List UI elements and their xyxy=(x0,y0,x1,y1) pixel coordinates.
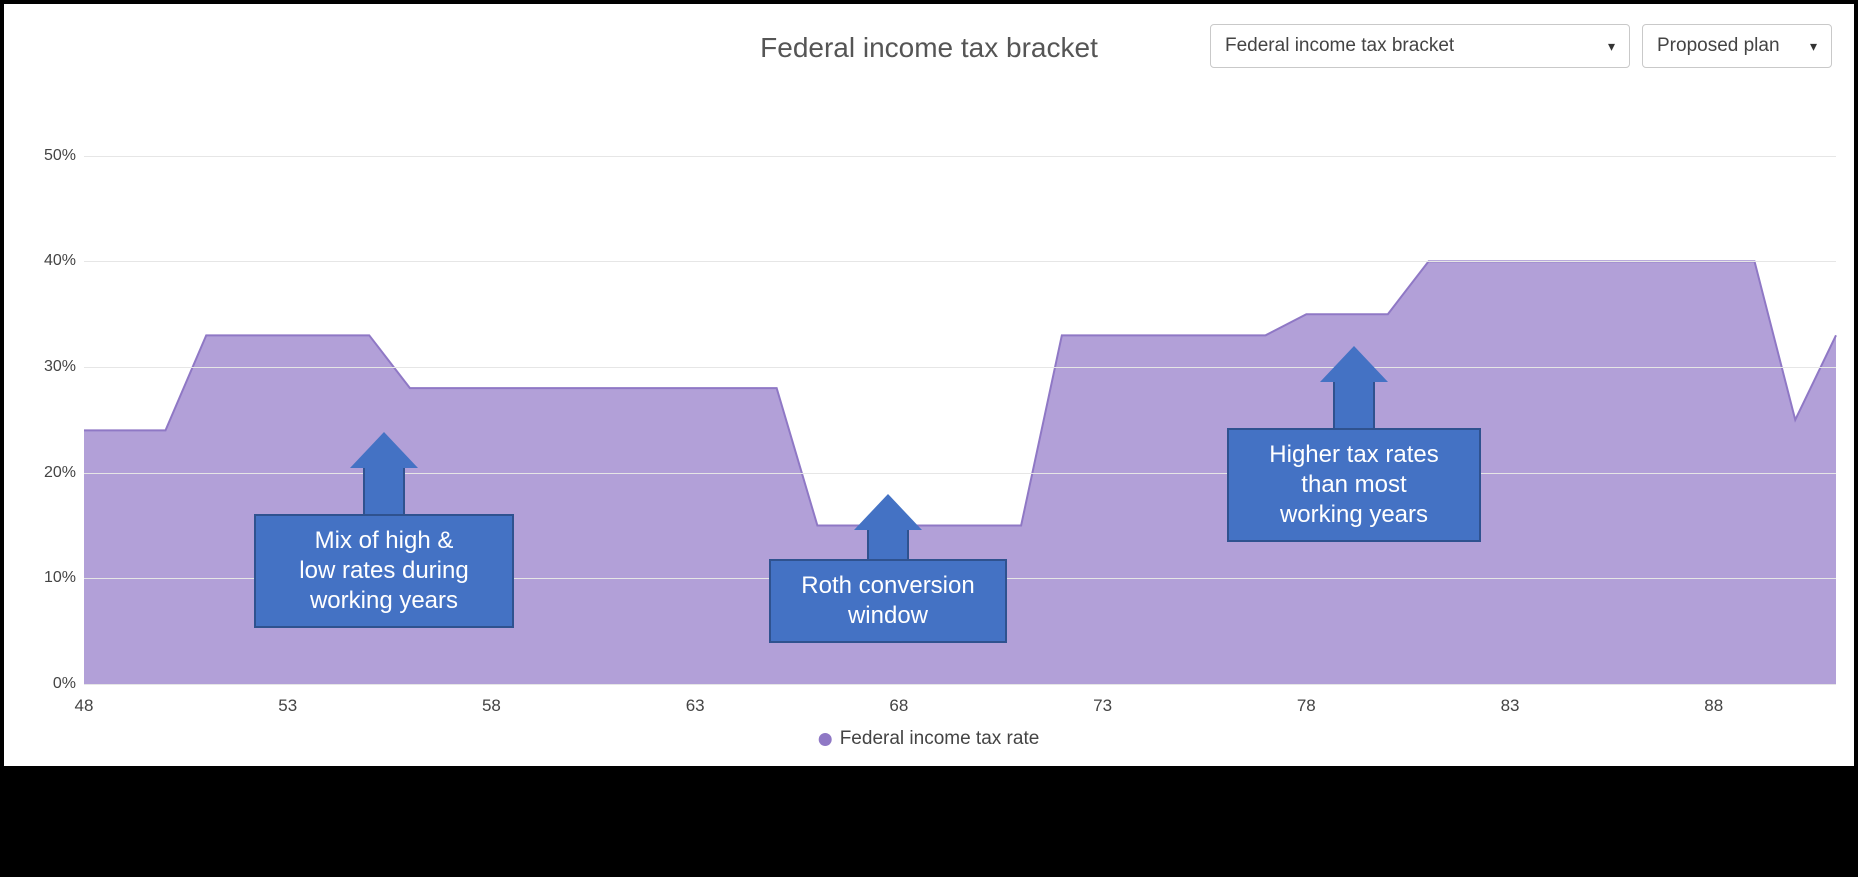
y-tick-label: 10% xyxy=(22,569,76,587)
dropdown-group: Federal income tax bracket ▾ Proposed pl… xyxy=(1210,24,1832,68)
callout-text-line: Mix of high & xyxy=(272,526,496,556)
x-tick-label: 73 xyxy=(1093,696,1112,716)
plan-dropdown-label: Proposed plan xyxy=(1657,35,1780,57)
callout-text-line: Higher tax rates xyxy=(1245,440,1463,470)
y-tick-label: 30% xyxy=(22,358,76,376)
arrow-up-icon xyxy=(854,494,922,530)
metric-dropdown[interactable]: Federal income tax bracket ▾ xyxy=(1210,24,1630,68)
arrow-stem xyxy=(363,468,405,514)
callout-text-line: low rates during xyxy=(272,556,496,586)
gridline xyxy=(84,367,1836,368)
gridline xyxy=(84,156,1836,157)
legend-marker-icon xyxy=(819,733,832,746)
x-tick-label: 63 xyxy=(686,696,705,716)
x-tick-label: 48 xyxy=(75,696,94,716)
arrow-stem xyxy=(867,530,909,559)
arrow-stem xyxy=(1333,382,1375,428)
chart-frame: Federal income tax bracket Federal incom… xyxy=(0,0,1858,770)
chart-title: Federal income tax bracket xyxy=(760,32,1098,64)
callout-box: Mix of high &low rates duringworking yea… xyxy=(254,514,514,628)
x-tick-label: 88 xyxy=(1704,696,1723,716)
gridline xyxy=(84,684,1836,685)
y-tick-label: 50% xyxy=(22,147,76,165)
x-tick-label: 83 xyxy=(1501,696,1520,716)
letterbox-bottom xyxy=(0,770,1858,877)
metric-dropdown-label: Federal income tax bracket xyxy=(1225,35,1454,57)
callout-text-line: than most xyxy=(1245,470,1463,500)
gridline xyxy=(84,261,1836,262)
x-tick-label: 53 xyxy=(278,696,297,716)
callout-text-line: Roth conversion xyxy=(787,571,989,601)
legend-label: Federal income tax rate xyxy=(840,728,1040,750)
chevron-down-icon: ▾ xyxy=(1608,38,1615,55)
callout-text-line: working years xyxy=(272,586,496,616)
arrow-up-icon xyxy=(1320,346,1388,382)
y-tick-label: 40% xyxy=(22,252,76,270)
y-tick-label: 20% xyxy=(22,464,76,482)
callout-text-line: working years xyxy=(1245,500,1463,530)
x-tick-label: 58 xyxy=(482,696,501,716)
x-tick-label: 78 xyxy=(1297,696,1316,716)
callout-text-line: window xyxy=(787,601,989,631)
chevron-down-icon: ▾ xyxy=(1810,38,1817,55)
plan-dropdown[interactable]: Proposed plan ▾ xyxy=(1642,24,1832,68)
callout-box: Roth conversionwindow xyxy=(769,559,1007,643)
chart-legend: Federal income tax rate xyxy=(819,728,1040,750)
y-tick-label: 0% xyxy=(22,675,76,693)
callout-box: Higher tax ratesthan mostworking years xyxy=(1227,428,1481,542)
gridline xyxy=(84,473,1836,474)
arrow-up-icon xyxy=(350,432,418,468)
x-tick-label: 68 xyxy=(889,696,908,716)
